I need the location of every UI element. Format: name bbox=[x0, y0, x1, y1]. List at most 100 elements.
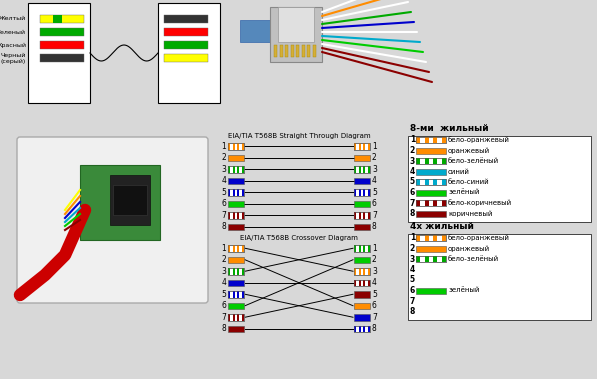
Bar bbox=[242, 212, 244, 219]
Text: 5: 5 bbox=[221, 188, 226, 197]
Text: Черный
(серый): Черный (серый) bbox=[1, 52, 26, 64]
Bar bbox=[233, 166, 235, 172]
Bar bbox=[354, 224, 370, 230]
Text: 8: 8 bbox=[372, 222, 377, 231]
Text: 6: 6 bbox=[221, 199, 226, 208]
Bar bbox=[228, 189, 230, 196]
Text: 4: 4 bbox=[221, 176, 226, 185]
Bar bbox=[354, 166, 370, 172]
Bar bbox=[354, 268, 370, 274]
Bar bbox=[233, 245, 235, 252]
Bar bbox=[228, 302, 244, 309]
Bar bbox=[416, 200, 446, 206]
Bar bbox=[307, 45, 310, 57]
Bar bbox=[354, 279, 356, 286]
Bar bbox=[242, 291, 244, 298]
Text: 3: 3 bbox=[372, 165, 377, 174]
Bar bbox=[279, 45, 282, 57]
Bar bbox=[424, 137, 429, 143]
Bar bbox=[53, 15, 62, 23]
Bar bbox=[237, 245, 239, 252]
Bar bbox=[416, 256, 446, 262]
Bar bbox=[442, 179, 446, 185]
Bar bbox=[354, 245, 356, 252]
Bar bbox=[274, 45, 277, 57]
Bar bbox=[363, 279, 365, 286]
Bar bbox=[228, 143, 244, 149]
Bar bbox=[416, 169, 446, 174]
Bar bbox=[233, 189, 235, 196]
Text: Желтый: Желтый bbox=[0, 17, 26, 22]
Bar bbox=[354, 279, 370, 286]
Bar bbox=[242, 189, 244, 196]
Bar bbox=[228, 291, 244, 298]
Bar bbox=[354, 143, 370, 149]
Bar bbox=[416, 235, 446, 241]
Bar bbox=[296, 45, 299, 57]
Bar bbox=[363, 143, 365, 149]
Bar bbox=[228, 314, 244, 321]
Bar bbox=[228, 268, 244, 274]
Bar bbox=[237, 314, 239, 321]
Bar bbox=[424, 200, 429, 206]
Bar bbox=[354, 314, 370, 321]
Text: 6: 6 bbox=[372, 301, 377, 310]
Text: 6: 6 bbox=[410, 188, 415, 197]
Text: бело-зелёный: бело-зелёный bbox=[448, 158, 499, 164]
Text: оранжевый: оранжевый bbox=[448, 245, 490, 252]
Bar bbox=[228, 166, 244, 172]
Bar bbox=[228, 177, 244, 184]
Text: 6: 6 bbox=[372, 199, 377, 208]
Bar bbox=[416, 179, 420, 185]
Bar bbox=[354, 189, 370, 196]
Bar bbox=[228, 189, 244, 196]
Bar bbox=[301, 45, 304, 57]
Bar bbox=[228, 166, 244, 172]
Bar bbox=[368, 268, 370, 274]
Text: 2: 2 bbox=[221, 255, 226, 264]
Text: 5: 5 bbox=[410, 276, 415, 285]
Bar bbox=[416, 137, 446, 143]
Text: 1: 1 bbox=[372, 244, 377, 253]
Text: оранжевый: оранжевый bbox=[448, 147, 490, 154]
Bar bbox=[228, 155, 244, 161]
Bar bbox=[416, 137, 446, 143]
Bar bbox=[354, 257, 370, 263]
Bar bbox=[424, 235, 429, 241]
Text: 3: 3 bbox=[221, 165, 226, 174]
Text: бело-оранжевый: бело-оранжевый bbox=[448, 136, 510, 143]
Bar bbox=[416, 179, 446, 185]
Text: 1: 1 bbox=[410, 136, 415, 144]
Text: бело-синий: бело-синий bbox=[448, 179, 490, 185]
Text: 8: 8 bbox=[410, 209, 415, 218]
Bar bbox=[433, 256, 438, 262]
Text: бело-оранжевый: бело-оранжевый bbox=[448, 235, 510, 241]
Bar bbox=[433, 137, 438, 143]
Text: 4: 4 bbox=[410, 167, 415, 176]
Bar bbox=[242, 268, 244, 274]
Bar bbox=[354, 291, 370, 298]
Bar bbox=[164, 28, 208, 36]
Text: 1: 1 bbox=[372, 142, 377, 151]
Bar bbox=[416, 246, 446, 252]
Bar bbox=[291, 45, 294, 57]
Text: 7: 7 bbox=[221, 211, 226, 220]
Bar bbox=[354, 326, 370, 332]
Bar bbox=[359, 189, 361, 196]
Bar bbox=[424, 179, 429, 185]
Bar bbox=[354, 302, 370, 309]
Bar bbox=[242, 143, 244, 149]
Bar bbox=[28, 3, 90, 103]
Bar bbox=[363, 166, 365, 172]
Bar bbox=[416, 235, 446, 241]
Bar bbox=[442, 158, 446, 164]
Bar bbox=[242, 166, 244, 172]
Bar bbox=[416, 200, 446, 206]
Bar bbox=[228, 291, 230, 298]
Bar bbox=[228, 200, 244, 207]
Bar bbox=[40, 54, 84, 62]
Bar bbox=[424, 158, 429, 164]
Bar bbox=[233, 143, 235, 149]
Bar bbox=[416, 210, 446, 216]
Bar bbox=[164, 41, 208, 49]
